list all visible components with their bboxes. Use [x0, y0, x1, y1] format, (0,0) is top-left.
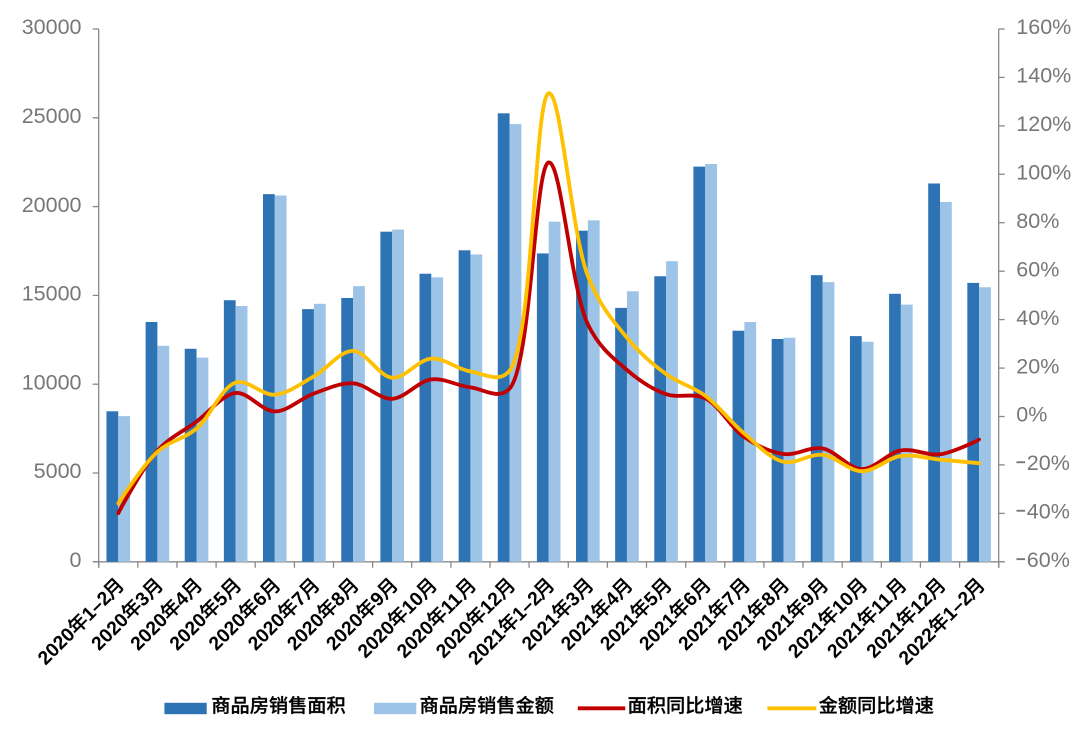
svg-text:40%: 40% [1027, 500, 1070, 524]
svg-text:20000: 20000 [22, 193, 82, 217]
svg-text:5000: 5000 [34, 459, 82, 483]
svg-text:140%: 140% [1016, 64, 1071, 88]
svg-text:100%: 100% [1016, 161, 1071, 185]
svg-text:20%: 20% [1016, 354, 1059, 378]
svg-text:0%: 0% [1016, 403, 1047, 427]
svg-text:10000: 10000 [22, 370, 82, 394]
svg-text:0: 0 [70, 548, 82, 572]
svg-text:20%: 20% [1027, 451, 1070, 475]
svg-text:80%: 80% [1016, 209, 1059, 233]
svg-text:30000: 30000 [22, 15, 82, 39]
svg-text:60%: 60% [1016, 257, 1059, 281]
svg-text:25000: 25000 [22, 104, 82, 128]
svg-text:160%: 160% [1016, 15, 1071, 39]
svg-text:60%: 60% [1027, 548, 1070, 572]
svg-text:15000: 15000 [22, 282, 82, 306]
svg-text:40%: 40% [1016, 306, 1059, 330]
svg-text:120%: 120% [1016, 112, 1071, 136]
